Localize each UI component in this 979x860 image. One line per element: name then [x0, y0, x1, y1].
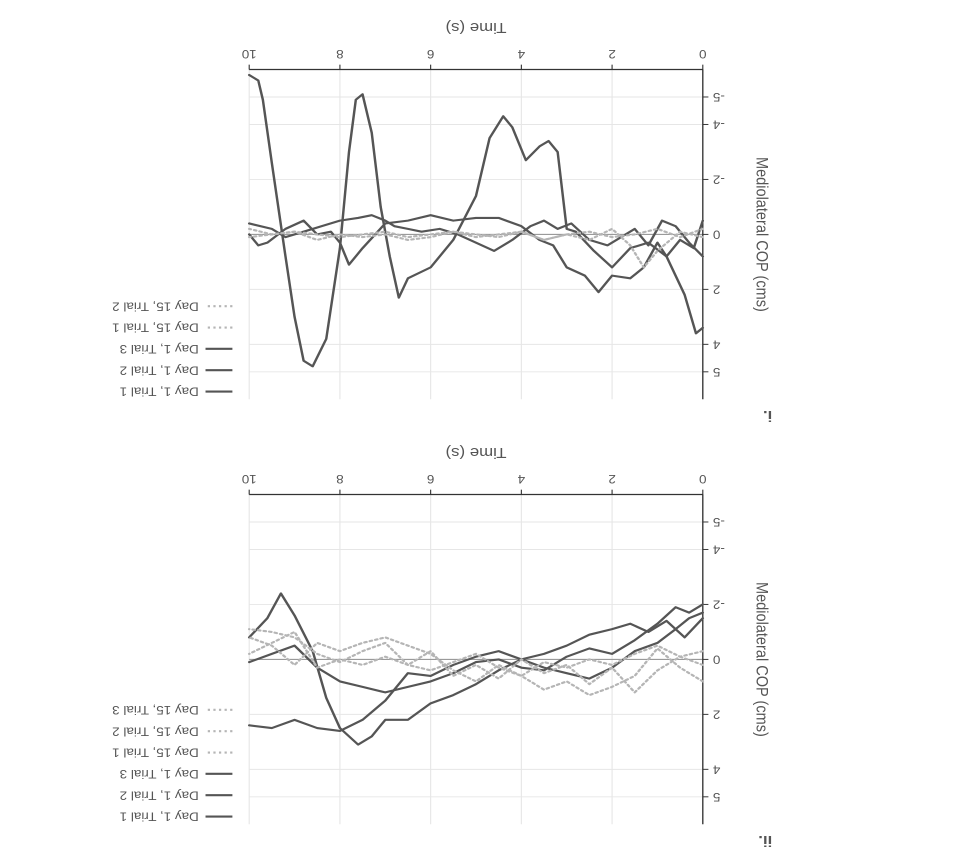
y-tick-label: 5: [713, 790, 720, 803]
x-tick-label: 2: [608, 472, 615, 485]
legend-label: Day 15, Trial 1: [112, 746, 199, 759]
chart-panel-1: 0 2 4 6 8 10 -5 -4 -2 0 2 4 5 Time (s) Mediolateral CO…: [112, 19, 772, 423]
y-axis-title: Mediolateral COP (cms): [752, 157, 770, 312]
x-tick-label: 4: [518, 47, 525, 60]
series-line-1: [247, 611, 705, 732]
legend-label: Day 1, Trial 2: [120, 364, 199, 377]
y-axis-title: Mediolateral COP (cms): [752, 582, 770, 737]
y-tick-label: 0: [713, 653, 720, 666]
x-tick-label: 4: [518, 472, 525, 485]
panel-label: i.: [763, 407, 772, 423]
x-tick-label: 6: [427, 47, 434, 60]
y-tick-label: -2: [713, 173, 725, 186]
chart-panel-2: 0 2 4 6 8 10 -5 -4 -2 0 2 4 5 Time (s) Mediolateral CO…: [112, 444, 772, 848]
y-tick-label: 5: [713, 365, 720, 378]
legend-label: Day 15, Trial 2: [112, 725, 199, 738]
x-tick-label: 8: [336, 47, 343, 60]
series-line-2: [247, 214, 705, 258]
y-tick-label: -4: [713, 543, 725, 556]
legend-label: Day 15, Trial 2: [112, 300, 199, 313]
x-tick-label: 0: [699, 47, 706, 60]
y-tick-label: 2: [713, 283, 720, 296]
series-line-5: [247, 227, 705, 241]
y-tick-label: -4: [713, 118, 725, 131]
series-line-6: [247, 630, 705, 677]
y-tick-label: -2: [713, 598, 725, 611]
x-tick-label: 10: [242, 47, 257, 60]
legend-label: Day 15, Trial 3: [112, 703, 199, 716]
x-tick-label: 10: [242, 472, 257, 485]
series-line-4: [247, 628, 705, 694]
x-tick-label: 6: [427, 472, 434, 485]
y-tick-label: 4: [713, 338, 720, 351]
legend-label: Day 1, Trial 1: [120, 385, 199, 398]
legend-label: Day 1, Trial 3: [120, 342, 199, 355]
legend-label: Day 1, Trial 3: [120, 767, 199, 780]
y-tick-label: 2: [713, 708, 720, 721]
series-line-5: [247, 636, 705, 697]
y-tick-label: -5: [713, 515, 725, 528]
legend-label: Day 15, Trial 1: [112, 321, 199, 334]
y-tick-label: 0: [713, 228, 720, 241]
x-tick-label: 0: [699, 472, 706, 485]
x-tick-label: 2: [608, 47, 615, 60]
y-tick-label: -5: [713, 90, 725, 103]
series-line-3: [247, 603, 705, 694]
x-tick-label: 8: [336, 472, 343, 485]
y-tick-label: 4: [713, 763, 720, 776]
legend-label: Day 1, Trial 1: [120, 810, 199, 823]
series-line-3: [247, 73, 705, 368]
series-line-2: [247, 592, 705, 746]
panel-label: ii.: [758, 832, 772, 848]
x-axis-title: Time (s): [446, 19, 507, 35]
legend-label: Day 1, Trial 2: [120, 789, 199, 802]
x-axis-title: Time (s): [446, 444, 507, 460]
